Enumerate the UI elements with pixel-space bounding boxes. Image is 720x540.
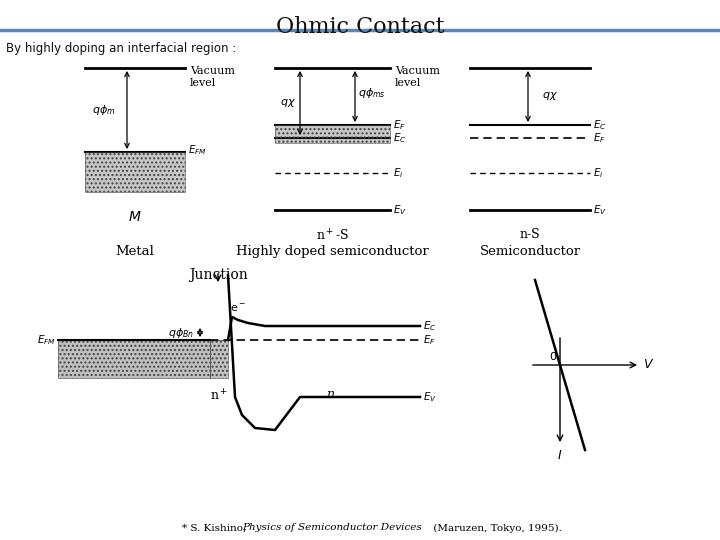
- Text: $q\phi_{ms}$: $q\phi_{ms}$: [358, 85, 386, 99]
- Text: Metal: Metal: [116, 245, 154, 258]
- Text: Highly doped semiconductor: Highly doped semiconductor: [235, 245, 428, 258]
- Text: * S. Kishino,: * S. Kishino,: [182, 523, 250, 532]
- Text: $q\phi_m$: $q\phi_m$: [91, 103, 115, 117]
- Text: n$^+$: n$^+$: [210, 388, 228, 403]
- Text: Vacuum
level: Vacuum level: [190, 66, 235, 87]
- Text: $q\phi_{Bn}$: $q\phi_{Bn}$: [168, 326, 194, 340]
- Text: $M$: $M$: [128, 210, 142, 224]
- Text: $E_F$: $E_F$: [423, 333, 436, 347]
- Text: Junction: Junction: [189, 268, 248, 282]
- Bar: [58, 340, 210, 378]
- Text: $E_C$: $E_C$: [593, 118, 606, 132]
- Bar: [58, 340, 210, 378]
- Text: $q\chi$: $q\chi$: [542, 91, 558, 103]
- Text: I: I: [558, 449, 562, 462]
- Text: $E_i$: $E_i$: [593, 166, 603, 180]
- Text: $E_C$: $E_C$: [423, 319, 436, 333]
- Text: $E_V$: $E_V$: [423, 390, 437, 404]
- Text: Vacuum
level: Vacuum level: [395, 66, 440, 87]
- Bar: [85, 152, 185, 192]
- Text: Semiconductor: Semiconductor: [480, 245, 580, 258]
- Text: (Maruzen, Tokyo, 1995).: (Maruzen, Tokyo, 1995).: [430, 523, 562, 532]
- Text: n-S: n-S: [520, 228, 540, 241]
- Text: $E_V$: $E_V$: [393, 203, 407, 217]
- Text: n: n: [326, 388, 334, 401]
- Text: $E_i$: $E_i$: [393, 166, 403, 180]
- Text: $E_{FM}$: $E_{FM}$: [188, 143, 207, 157]
- Text: V: V: [643, 359, 652, 372]
- Text: By highly doping an interfacial region :: By highly doping an interfacial region :: [6, 42, 236, 55]
- Bar: [210, 340, 228, 378]
- Text: Ohmic Contact: Ohmic Contact: [276, 16, 444, 38]
- Text: $q\chi$: $q\chi$: [280, 97, 296, 109]
- Text: 0: 0: [549, 352, 556, 362]
- Text: $E_C$: $E_C$: [393, 131, 407, 145]
- Text: $E_{FM}$: $E_{FM}$: [37, 333, 56, 347]
- Text: $E_F$: $E_F$: [593, 131, 606, 145]
- Text: e$^-$: e$^-$: [230, 302, 246, 314]
- Bar: [275, 125, 390, 143]
- Bar: [275, 125, 390, 143]
- Text: $E_V$: $E_V$: [593, 203, 607, 217]
- Bar: [85, 152, 185, 192]
- Bar: [210, 340, 228, 378]
- Text: $E_F$: $E_F$: [393, 118, 406, 132]
- Text: n$^+$-S: n$^+$-S: [316, 228, 349, 244]
- Text: Physics of Semiconductor Devices: Physics of Semiconductor Devices: [242, 523, 422, 532]
